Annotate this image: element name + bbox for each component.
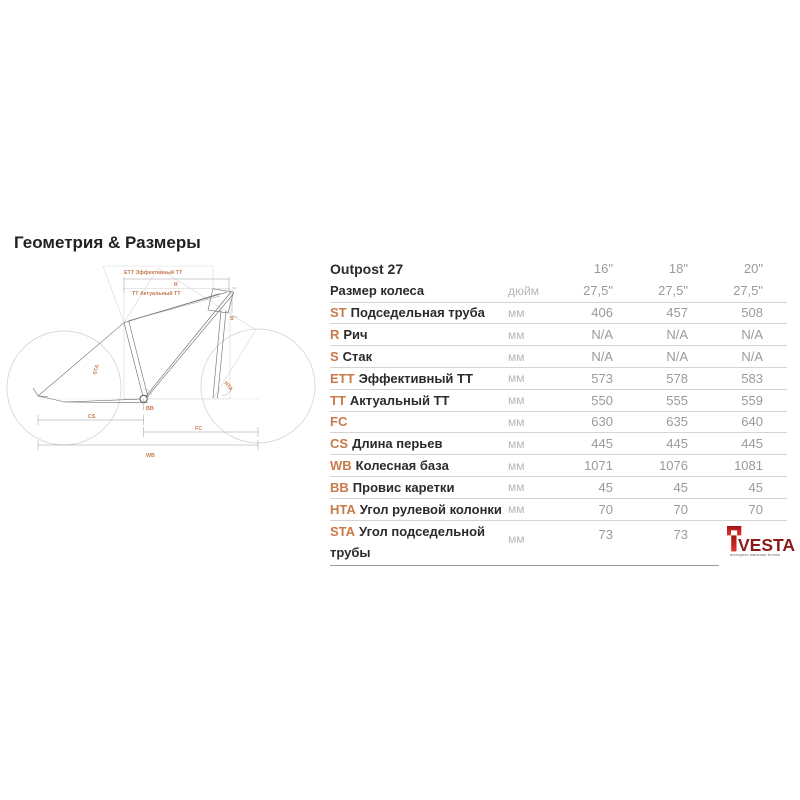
svg-text:S: S bbox=[230, 316, 234, 322]
svg-text:ETT Эффективный ТТ: ETT Эффективный ТТ bbox=[124, 269, 183, 276]
svg-text:HTA: HTA bbox=[222, 381, 233, 393]
svg-text:ТТ Актуальный ТТ: ТТ Актуальный ТТ bbox=[132, 290, 181, 297]
svg-text:CS: CS bbox=[88, 414, 96, 420]
svg-text:WB: WB bbox=[146, 453, 155, 459]
svg-text:R: R bbox=[174, 282, 178, 288]
svg-text:STA: STA bbox=[92, 364, 101, 376]
svg-text:BB: BB bbox=[146, 406, 154, 412]
svg-text:FC: FC bbox=[195, 426, 202, 432]
